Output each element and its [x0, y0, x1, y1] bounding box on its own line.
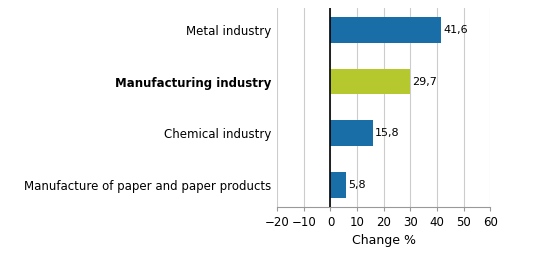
Text: 29,7: 29,7	[412, 77, 437, 86]
Bar	[330, 17, 441, 43]
Bar	[330, 172, 346, 198]
Bar	[330, 120, 373, 146]
X-axis label: Change %: Change %	[352, 234, 416, 247]
Bar	[330, 69, 409, 94]
Text: 5,8: 5,8	[348, 180, 366, 190]
Text: 15,8: 15,8	[375, 128, 399, 138]
Text: 41,6: 41,6	[443, 25, 468, 35]
